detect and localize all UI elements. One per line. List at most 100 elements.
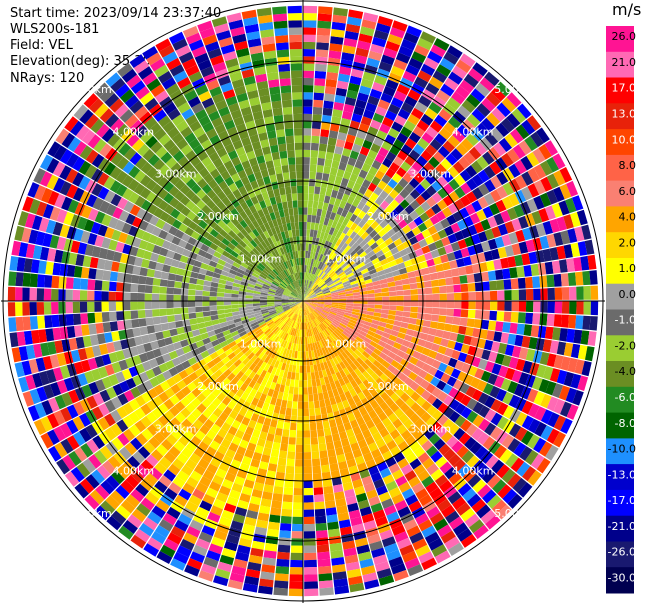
gate-cell — [309, 357, 314, 366]
gate-cell — [404, 470, 417, 482]
gate-cell — [230, 238, 239, 247]
gate-cell — [315, 172, 323, 180]
gate-cell — [224, 432, 235, 443]
gate-cell — [348, 250, 357, 258]
gate-cell — [181, 447, 193, 459]
gate-cell — [321, 224, 328, 233]
gate-cell — [332, 564, 346, 573]
gate-cell — [420, 178, 431, 190]
gate-cell — [517, 312, 526, 324]
gate-cell — [371, 337, 380, 344]
gate-cell — [264, 57, 278, 67]
gate-cell — [251, 489, 263, 499]
gate-cell — [375, 215, 385, 225]
gate-cell — [247, 283, 255, 288]
gate-cell — [344, 96, 357, 107]
gate-cell — [204, 275, 213, 282]
gate-cell — [225, 316, 234, 322]
gate-cell — [158, 200, 169, 211]
gate-cell — [102, 322, 111, 333]
gate-cell — [310, 301, 318, 303]
gate-cell — [445, 153, 458, 166]
gate-cell — [421, 557, 437, 571]
gate-cell — [59, 326, 69, 340]
gate-cell — [310, 312, 316, 320]
gate-cell — [357, 281, 366, 286]
gate-cell — [412, 242, 422, 251]
colorbar-tick-label: -4.0 — [615, 365, 636, 378]
gate-cell — [193, 447, 205, 458]
gate-cell — [274, 305, 283, 309]
gate-cell — [324, 276, 331, 283]
gate-cell — [382, 116, 394, 128]
gate-cell — [438, 315, 447, 323]
gate-cell — [288, 298, 296, 300]
gate-cell — [336, 248, 344, 257]
gate-cell — [215, 360, 225, 369]
gate-cell — [440, 158, 453, 171]
gate-cell — [471, 428, 484, 441]
gate-cell — [289, 302, 297, 306]
gate-cell — [479, 137, 493, 151]
gate-cell — [395, 52, 411, 64]
gate-cell — [39, 371, 50, 386]
gate-cell — [342, 367, 351, 376]
gate-cell — [307, 289, 312, 296]
gate-cell — [213, 224, 223, 233]
gate-cell — [332, 14, 347, 24]
gate-cell — [426, 405, 438, 417]
gate-cell — [454, 403, 466, 415]
gate-cell — [312, 386, 318, 394]
gate-cell — [250, 458, 261, 468]
gate-cell — [288, 301, 296, 303]
gate-cell — [530, 325, 540, 338]
gate-cell — [531, 376, 543, 391]
gate-cell — [453, 284, 462, 293]
gate-cell — [317, 303, 325, 306]
gate-cell — [296, 301, 303, 304]
gate-cell — [357, 228, 366, 237]
gate-cell — [359, 290, 368, 295]
gate-cell — [383, 504, 397, 516]
gate-cell — [510, 278, 519, 290]
gate-cell — [386, 549, 401, 561]
gate-cell — [516, 323, 525, 335]
gate-cell — [403, 306, 411, 312]
gate-cell — [329, 272, 337, 279]
gate-cell — [206, 550, 221, 562]
gate-cell — [495, 388, 507, 402]
gate-cell — [284, 289, 291, 294]
gate-cell — [72, 289, 81, 301]
gate-cell — [271, 315, 279, 321]
gate-cell — [403, 519, 418, 531]
gate-cell — [313, 276, 319, 283]
gate-cell — [340, 155, 350, 164]
gate-cell — [396, 229, 406, 238]
gate-cell — [152, 316, 161, 325]
gate-cell — [315, 306, 323, 311]
gate-cell — [473, 272, 482, 283]
gate-cell — [304, 286, 306, 294]
gate-cell — [387, 364, 397, 374]
gate-cell — [432, 293, 440, 301]
gate-cell — [359, 146, 370, 156]
gate-cell — [328, 455, 338, 465]
gate-cell — [338, 161, 347, 171]
gate-cell — [296, 171, 303, 179]
gate-cell — [278, 338, 284, 346]
gate-cell — [326, 335, 333, 344]
gate-cell — [72, 416, 85, 431]
gate-cell — [307, 329, 311, 337]
gate-cell — [174, 314, 183, 322]
gate-cell — [256, 519, 269, 529]
gate-cell — [264, 477, 275, 486]
gate-cell — [303, 301, 309, 306]
gate-cell — [359, 265, 367, 272]
gate-cell — [303, 70, 315, 79]
gate-cell — [188, 289, 196, 296]
gate-cell — [511, 370, 523, 383]
gate-cell — [236, 397, 246, 407]
gate-cell — [109, 180, 122, 193]
gate-cell — [262, 326, 270, 333]
gate-cell — [403, 32, 419, 44]
